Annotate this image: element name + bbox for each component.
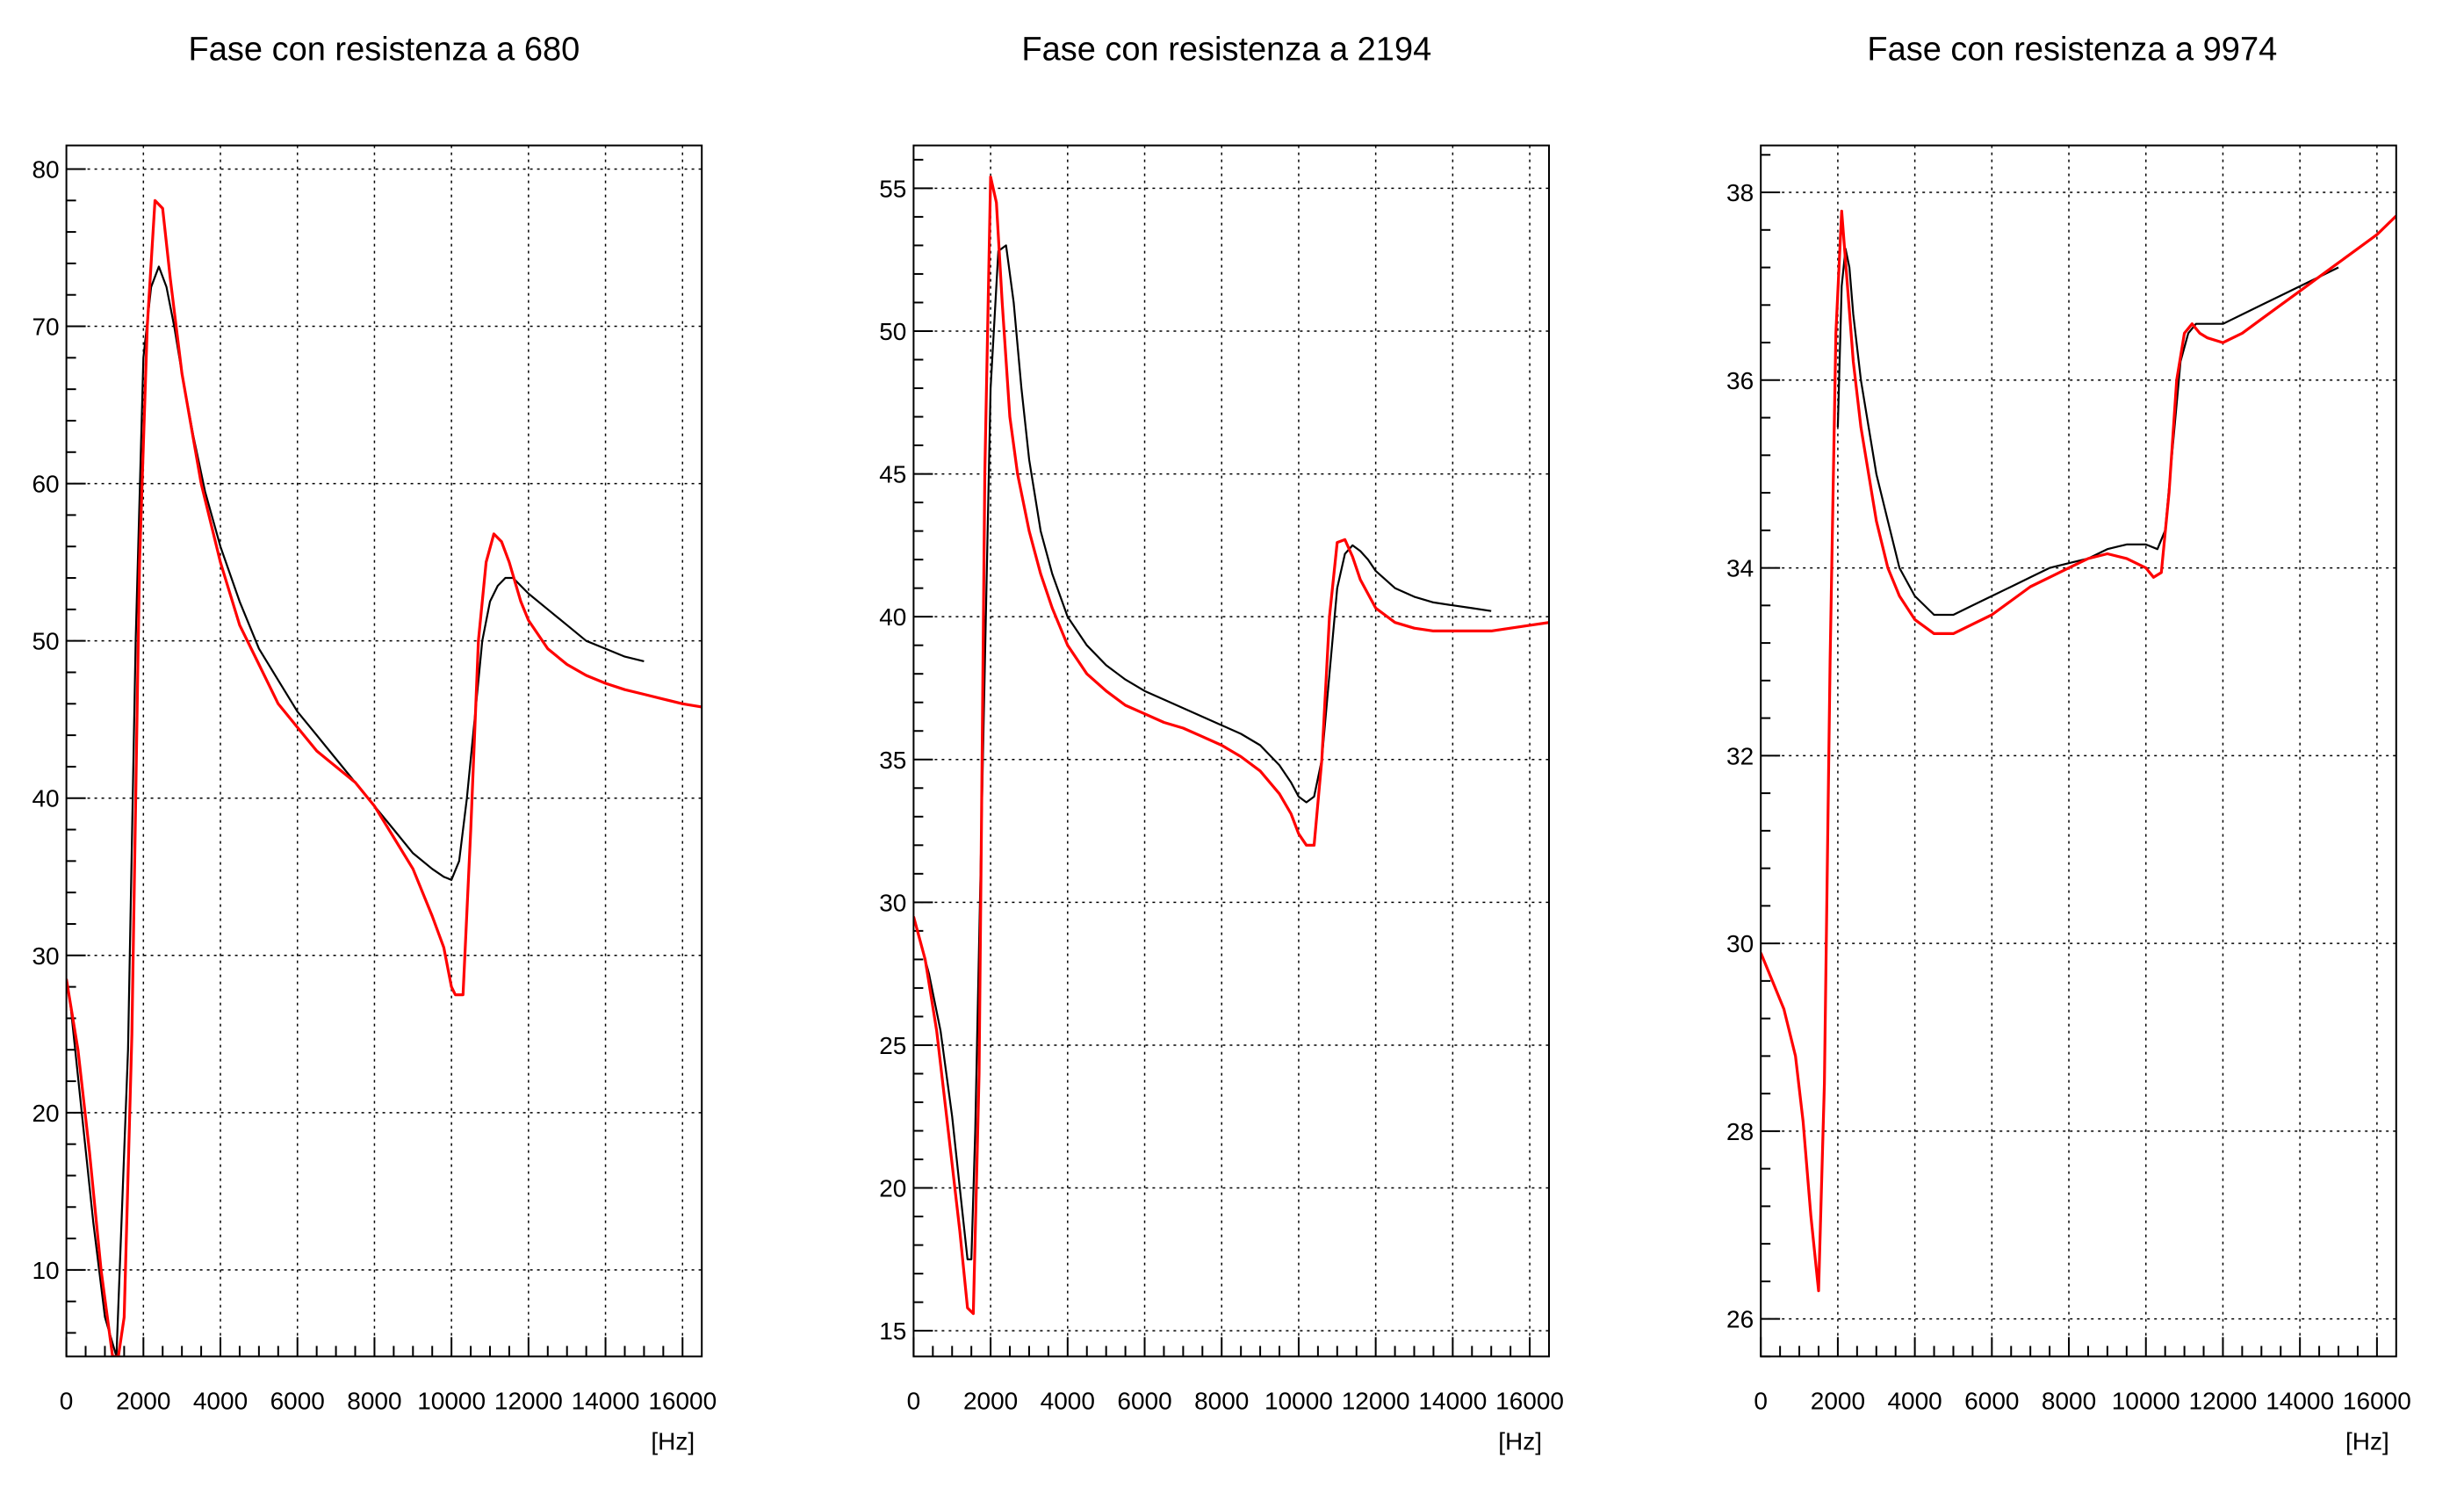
series-line-fit	[913, 175, 1549, 1316]
y-tick-label: 60	[32, 471, 59, 498]
x-tick-label: 16000	[1495, 1387, 1564, 1414]
x-axis-label: [Hz]	[651, 1427, 695, 1454]
x-tick-label: 14000	[2266, 1387, 2334, 1414]
y-tick-label: 25	[879, 1032, 906, 1059]
x-tick-label: 6000	[270, 1387, 325, 1414]
x-tick-label: 4000	[1041, 1387, 1095, 1414]
x-tick-label: 6000	[1964, 1387, 2019, 1414]
chart-panel-2: Fase con resistenza a 2194 0 2000 4000 6000 8…	[879, 31, 1564, 1454]
y-tick-label: 36	[1726, 367, 1754, 394]
y-tick-label: 45	[879, 461, 906, 488]
x-tick-label: 8000	[1194, 1387, 1249, 1414]
series-line-fit	[1761, 209, 2396, 1293]
x-tick-label: 2000	[116, 1387, 170, 1414]
y-tick-label: 30	[1726, 930, 1754, 957]
series-line-measured	[1836, 248, 2339, 617]
y-tick-label: 30	[32, 942, 59, 970]
y-tick-label: 35	[879, 747, 906, 774]
x-tick-label: 0	[1754, 1387, 1768, 1414]
chart-title: Fase con resistenza a 2194	[1021, 31, 1431, 68]
x-tick-label: 4000	[193, 1387, 248, 1414]
y-tick-label: 32	[1726, 742, 1754, 769]
x-tick-label: 2000	[1811, 1387, 1865, 1414]
x-axis-label: [Hz]	[2345, 1427, 2389, 1454]
y-tick-label: 80	[32, 155, 59, 183]
x-tick-label: 14000	[1418, 1387, 1487, 1414]
y-tick-label: 38	[1726, 179, 1754, 206]
y-tick-label: 40	[32, 785, 59, 812]
plot-frame	[912, 144, 1550, 1358]
y-tick-label: 26	[1726, 1306, 1754, 1333]
y-tick-label: 20	[32, 1100, 59, 1127]
x-tick-label: 2000	[963, 1387, 1018, 1414]
series-line-fit	[66, 198, 702, 1357]
y-tick-label: 50	[32, 628, 59, 655]
x-tick-label: 8000	[2042, 1387, 2096, 1414]
x-tick-label: 0	[907, 1387, 921, 1414]
plot-frame	[1760, 144, 2397, 1358]
y-tick-label: 30	[879, 889, 906, 916]
y-tick-label: 28	[1726, 1118, 1754, 1145]
y-tick-label: 55	[879, 175, 906, 202]
y-tick-label: 15	[879, 1317, 906, 1345]
y-tick-label: 50	[879, 318, 906, 345]
y-tick-label: 40	[879, 603, 906, 631]
chart-panel-1: Fase con resistenza a 680 0 2000 4000 6000 80…	[32, 31, 717, 1454]
x-tick-label: 8000	[347, 1387, 401, 1414]
chart-title: Fase con resistenza a 9974	[1867, 31, 2277, 68]
plot-frame	[65, 144, 703, 1358]
x-tick-label: 10000	[2112, 1387, 2180, 1414]
x-tick-label: 10000	[417, 1387, 486, 1414]
x-axis-label: [Hz]	[1498, 1427, 1542, 1454]
x-tick-label: 0	[60, 1387, 74, 1414]
x-tick-label: 14000	[572, 1387, 640, 1414]
y-tick-label: 34	[1726, 555, 1754, 582]
x-tick-label: 10000	[1264, 1387, 1333, 1414]
y-tick-label: 20	[879, 1175, 906, 1202]
chart-panel-3: Fase con resistenza a 9974 0 2000 4000 6000 8…	[1726, 31, 2411, 1454]
chart-title: Fase con resistenza a 680	[189, 31, 580, 68]
x-tick-label: 12000	[2189, 1387, 2258, 1414]
x-tick-label: 16000	[648, 1387, 717, 1414]
x-tick-label: 12000	[1342, 1387, 1410, 1414]
x-tick-label: 6000	[1117, 1387, 1171, 1414]
x-tick-label: 4000	[1887, 1387, 1942, 1414]
y-tick-label: 70	[32, 314, 59, 341]
x-tick-label: 16000	[2343, 1387, 2411, 1414]
x-tick-label: 12000	[494, 1387, 563, 1414]
y-tick-label: 10	[32, 1257, 59, 1284]
